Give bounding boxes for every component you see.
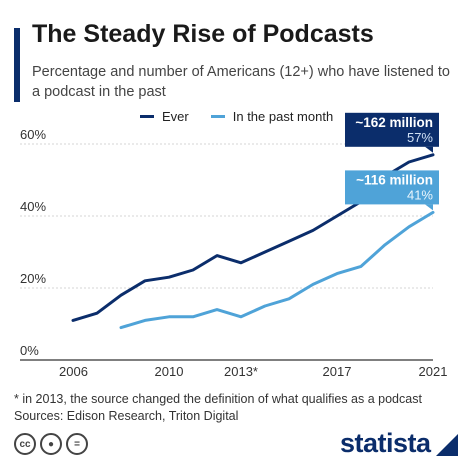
- y-tick-label: 20%: [20, 271, 46, 286]
- nd-icon: =: [66, 433, 88, 455]
- callout-pointer-past-month: [425, 204, 433, 211]
- callout-box-past-month: [345, 170, 439, 205]
- series-line-past-month: [119, 210, 435, 330]
- x-tick-label: 2017: [323, 364, 352, 379]
- by-icon: ●: [40, 433, 62, 455]
- legend-label-month: In the past month: [232, 109, 334, 124]
- statista-logo-icon: [436, 434, 458, 456]
- x-tick-label: 2021: [419, 364, 448, 379]
- legend-swatch-ever: [140, 115, 154, 118]
- chart-title: The Steady Rise of Podcasts: [32, 20, 374, 48]
- legend-swatch-month: [210, 115, 225, 118]
- x-tick-label: 2013*: [224, 364, 258, 379]
- callout-percent-ever: 57%: [407, 130, 433, 145]
- cc-icon: cc: [14, 433, 36, 455]
- brand-logo-text: statista: [340, 428, 431, 458]
- y-tick-label: 0%: [20, 343, 39, 358]
- title-accent-bar: [14, 28, 20, 102]
- x-tick-label: 2010: [155, 364, 184, 379]
- callout-pointer-ever: [425, 146, 433, 153]
- callout-value-past-month: ~116 million: [356, 172, 433, 187]
- y-tick-label: 60%: [20, 127, 46, 142]
- chart-legend: Ever In the past month: [140, 109, 333, 124]
- legend-item-ever: Ever: [140, 109, 189, 124]
- chart-subtitle: Percentage and number of Americans (12+)…: [32, 64, 450, 100]
- y-tick-label: 40%: [20, 199, 46, 214]
- license-icons: cc ● =: [14, 433, 88, 455]
- footnote-sources: Sources: Edison Research, Triton Digital: [14, 409, 239, 423]
- callout-value-ever: ~162 million: [355, 115, 433, 130]
- footnote-definition: * in 2013, the source changed the defini…: [14, 392, 422, 406]
- callout-percent-past-month: 41%: [407, 187, 433, 202]
- footnote: * in 2013, the source changed the defini…: [14, 391, 464, 425]
- legend-label-ever: Ever: [162, 109, 189, 124]
- x-tick-label: 2006: [59, 364, 88, 379]
- legend-item-month: In the past month: [210, 109, 334, 124]
- callout-box-ever: [345, 112, 439, 147]
